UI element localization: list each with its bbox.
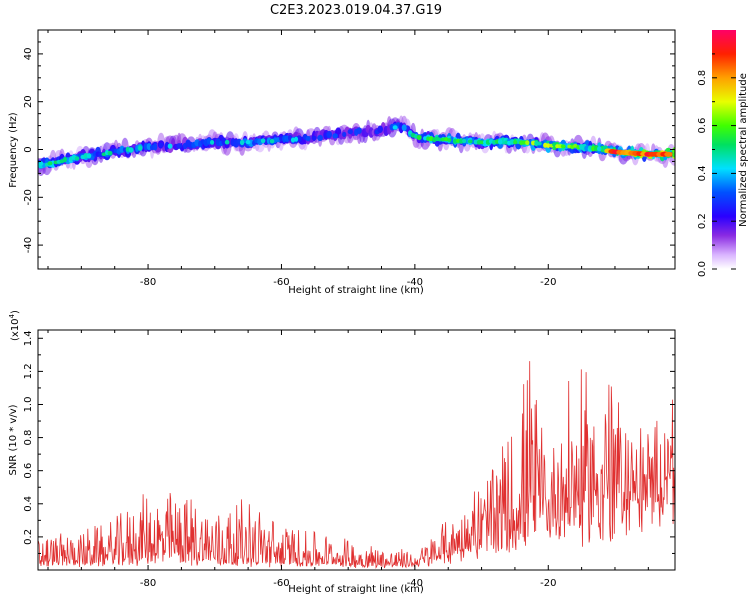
spectrogram-cell — [279, 136, 284, 142]
spectrogram-cell — [74, 156, 80, 161]
spectrogram-cell — [546, 143, 551, 149]
spectrogram-cell — [513, 140, 518, 145]
spectrogram-cell — [342, 131, 347, 138]
spectrogram-cell — [555, 144, 560, 149]
spectrogram-cell — [525, 140, 530, 146]
snr-xtick-label: -60 — [273, 578, 289, 589]
spectrogram-cell — [467, 139, 473, 144]
spectrogram-xtick-label: -60 — [273, 277, 289, 288]
spectrogram-cell — [407, 130, 413, 135]
snr-multiplier: (x104) — [8, 310, 21, 341]
spectrogram-cell — [392, 125, 398, 130]
spectrogram-cell — [332, 133, 339, 139]
spectrogram-cell — [305, 135, 311, 142]
spectrogram-cell — [239, 139, 245, 146]
colorbar: 0.0 0.2 0.4 0.6 0.8 Normalized spectral ampl… — [697, 30, 749, 277]
spectrogram-cell — [401, 124, 407, 131]
spectrogram-cell — [497, 139, 503, 145]
spectrogram-ytick-label: 0 — [23, 146, 34, 152]
spectrogram-cell — [224, 139, 230, 145]
spectrogram-cell — [347, 129, 353, 135]
spectrogram-xlabel: Height of straight line (km) — [288, 285, 424, 296]
snr-ytick-label: 1.0 — [23, 397, 34, 413]
spectrogram-cell — [158, 142, 164, 148]
spectrogram-cell — [63, 156, 67, 163]
snr-series-line — [38, 361, 675, 569]
spectrogram-cell — [317, 134, 323, 142]
spectrogram-cell — [245, 139, 251, 145]
spectrogram-cell — [294, 136, 299, 142]
spectrogram-cell — [536, 141, 542, 146]
colorbar-tick-label: 0.8 — [697, 70, 708, 86]
spectrogram-ytick-label: -40 — [23, 237, 34, 253]
snr-xtick-label: -80 — [140, 578, 156, 589]
spectrogram-cell — [119, 145, 125, 153]
snr-multiplier-open: (x10 — [10, 318, 21, 341]
snr-frame — [37, 329, 676, 571]
spectrogram-cell — [579, 144, 584, 149]
spectrogram-cell — [326, 131, 333, 139]
colorbar-gradient — [712, 30, 736, 269]
spectrogram-cell — [260, 138, 266, 144]
snr-ytick-label: 0.2 — [23, 529, 34, 545]
spectrogram-cell — [377, 125, 384, 133]
spectrogram-ylabel: Frequency (Hz) — [8, 112, 19, 188]
figure-title: C2E3.2023.019.04.37.G19 — [270, 3, 442, 18]
spectrogram-cell — [138, 145, 143, 151]
spectrogram-cell — [86, 153, 92, 159]
spectrogram-cell — [269, 139, 275, 144]
snr-panel: -80 -60 -40 -20 0.2 0.4 0.6 0.8 1.0 1.2 1.4 Height… — [8, 310, 676, 595]
spectrogram-ytick-label: -20 — [23, 189, 34, 205]
spectrogram-xtick-label: -20 — [540, 277, 556, 288]
spectrogram-cell — [38, 161, 44, 166]
spectrogram-cell — [416, 134, 422, 141]
colorbar-tick-label: 0.6 — [697, 118, 708, 134]
snr-multiplier-exp: 4 — [8, 313, 16, 318]
spectrogram-cell — [356, 127, 362, 134]
snr-multiplier-close: ) — [10, 310, 21, 314]
snr-ytick-label: 0.6 — [23, 463, 34, 479]
spectrogram-cell — [311, 135, 317, 141]
colorbar-tick-label: 0.2 — [697, 213, 708, 229]
colorbar-tick-label: 0.0 — [697, 261, 708, 277]
spectrogram-cell — [597, 146, 602, 152]
spectrogram-cell — [519, 140, 524, 146]
spectrogram-cell — [522, 140, 527, 145]
snr-xtick-label: -40 — [407, 578, 423, 589]
spectrogram-panel: -80 -60 -40 -20 -40 -20 0 20 40 Height of straig… — [8, 29, 676, 296]
spectrogram-cell — [167, 143, 173, 149]
spectrogram-cell — [672, 152, 675, 158]
snr-ytick-label: 1.4 — [23, 330, 34, 346]
snr-ytick-label: 0.4 — [23, 496, 34, 512]
spectrogram-ytick-label: 40 — [23, 48, 34, 61]
spectrogram-cell — [176, 143, 183, 149]
spectrogram-xtick-label: -40 — [407, 277, 423, 288]
snr-ylabel: SNR (10 * v/v) — [8, 404, 19, 475]
spectrogram-cell — [47, 161, 53, 166]
spectrogram-cell — [447, 138, 452, 142]
spectrogram-cell — [128, 147, 134, 153]
spectrogram-cell — [152, 143, 158, 151]
snr-ytick-label: 0.8 — [23, 430, 34, 446]
spectrogram-cell — [107, 150, 113, 156]
snr-xlabel: Height of straight line (km) — [288, 584, 424, 595]
spectrogram-cell — [664, 151, 673, 157]
colorbar-label: Normalized spectral amplitude — [738, 73, 749, 227]
colorbar-tick-label: 0.4 — [697, 165, 708, 181]
snr-ytick-label: 1.2 — [23, 363, 34, 379]
snr-xtick-label: -20 — [540, 578, 556, 589]
spectrogram-cell — [560, 144, 566, 149]
spectrogram-ytick-label: 20 — [23, 95, 34, 108]
spectrogram-cell — [210, 140, 215, 145]
spectrogram-cell — [462, 138, 467, 144]
spectrogram-xtick-label: -80 — [140, 277, 156, 288]
spectrogram-image — [38, 115, 675, 176]
spectrogram-cell — [543, 142, 548, 148]
spectrogram-cell — [453, 138, 458, 144]
